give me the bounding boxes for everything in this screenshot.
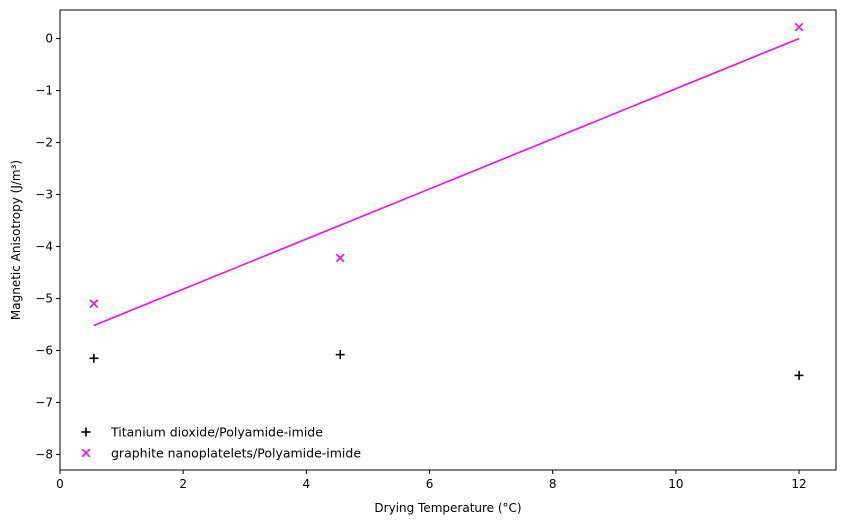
legend-glyph-1 [81,448,91,458]
point-series-0-1 [335,350,345,360]
y-tick-label: −7 [35,395,53,409]
legend-marker-graphite-nanoplatelets [81,448,91,458]
x-tick-label: 8 [549,477,557,491]
legend-label-graphite-nanoplatelets: graphite nanoplatelets/Polyamide-imide [111,446,361,461]
x-tick-label: 12 [791,477,806,491]
data-points [89,22,804,380]
y-tick-label: −1 [35,84,53,98]
legend: Titanium dioxide/Polyamide-imide graphit… [81,425,361,461]
y-tick-label: −5 [35,291,53,305]
y-axis-ticks: 0 −1 −2 −3 −4 −5 −6 −7 −8 [35,32,60,461]
y-tick-label: −4 [35,239,53,253]
legend-glyph-1-b [81,448,91,458]
point-series-1-0-b [89,299,99,309]
legend-marker-titanium-dioxide [81,427,91,437]
x-tick-label: 6 [426,477,434,491]
point-series-0-2 [794,370,804,380]
y-tick-label: −2 [35,136,53,150]
x-tick-label: 10 [668,477,683,491]
point-series-1-1-b [335,253,345,263]
x-tick-label: 0 [56,477,64,491]
y-tick-label: −3 [35,188,53,202]
plot-area-frame [59,9,837,471]
y-axis-label: Magnetic Anisotropy (J/m³) [9,160,23,320]
point-series-1-2 [794,22,804,32]
trend-line [93,37,800,327]
point-series-1-2-b [794,22,804,32]
x-tick-label: 4 [303,477,311,491]
point-series-1-1 [335,253,345,263]
point-series-1-0 [89,299,99,309]
y-tick-label: −6 [35,343,53,357]
legend-label-titanium-dioxide: Titanium dioxide/Polyamide-imide [110,425,323,440]
x-axis-label: Drying Temperature (°C) [374,501,521,515]
y-tick-label: −8 [35,447,53,461]
legend-glyph-0 [81,427,91,437]
x-axis-ticks: 0 2 4 6 8 10 12 [56,470,807,491]
point-series-0-0 [89,353,99,363]
x-tick-label: 2 [179,477,187,491]
y-tick-label: 0 [45,32,53,46]
